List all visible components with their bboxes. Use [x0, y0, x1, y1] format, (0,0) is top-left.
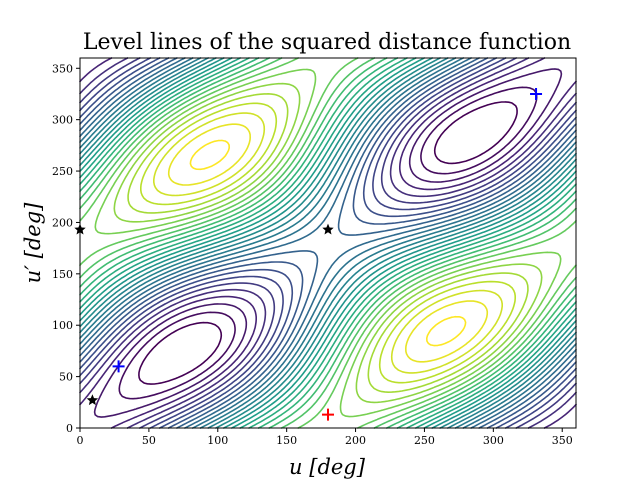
x-tick-label: 50	[142, 434, 156, 447]
star-marker	[86, 394, 99, 406]
x-tick-label: 0	[77, 434, 84, 447]
y-tick-label: 100	[52, 319, 73, 332]
y-tick-label: 250	[52, 165, 73, 178]
contour-level-25	[113, 82, 543, 404]
contour-level-14	[79, 57, 577, 429]
contour-level-18	[79, 57, 577, 429]
y-tick-label: 150	[52, 268, 73, 281]
contour-level-21	[79, 57, 577, 429]
y-axis-label: u′ [deg]	[21, 202, 45, 283]
y-tick-label: 200	[52, 216, 73, 229]
contour-level-29	[167, 123, 489, 363]
contour-level-2	[118, 86, 538, 400]
x-tick-label: 300	[483, 434, 504, 447]
star-marker	[322, 223, 334, 235]
plot-frame	[79, 57, 577, 429]
x-tick-label: 200	[345, 434, 366, 447]
y-tick-label: 0	[66, 422, 73, 435]
x-tick-label: 350	[552, 434, 573, 447]
chart-title: Level lines of the squared distance func…	[83, 30, 571, 55]
plus-marker	[530, 87, 543, 100]
contour-level-28	[153, 112, 503, 374]
contour-level-1	[138, 101, 518, 385]
y-tick-label: 300	[52, 114, 73, 127]
y-tick-label: 50	[59, 371, 73, 384]
plus-marker	[322, 408, 334, 421]
contour-level-10	[79, 57, 577, 429]
y-tick-label: 350	[52, 62, 73, 75]
x-axis-label: u [deg]	[289, 455, 366, 479]
contour-level-13	[79, 57, 577, 429]
contour-level-26	[127, 93, 529, 393]
x-tick-label: 100	[207, 434, 228, 447]
contour-level-30	[189, 139, 467, 347]
y-axis-ticks: 0 50 100 150 200 250 300 350	[52, 62, 80, 435]
x-tick-label: 150	[276, 434, 297, 447]
contour-lines	[79, 57, 577, 429]
plus-marker	[112, 360, 125, 373]
x-tick-label: 250	[414, 434, 435, 447]
contour-level-3	[93, 68, 563, 418]
contour-level-15	[79, 57, 577, 429]
contour-level-27	[140, 102, 516, 384]
contour-level-24	[94, 68, 562, 418]
x-axis-ticks: 0 50 100 150 200 250 300 350	[77, 428, 573, 447]
